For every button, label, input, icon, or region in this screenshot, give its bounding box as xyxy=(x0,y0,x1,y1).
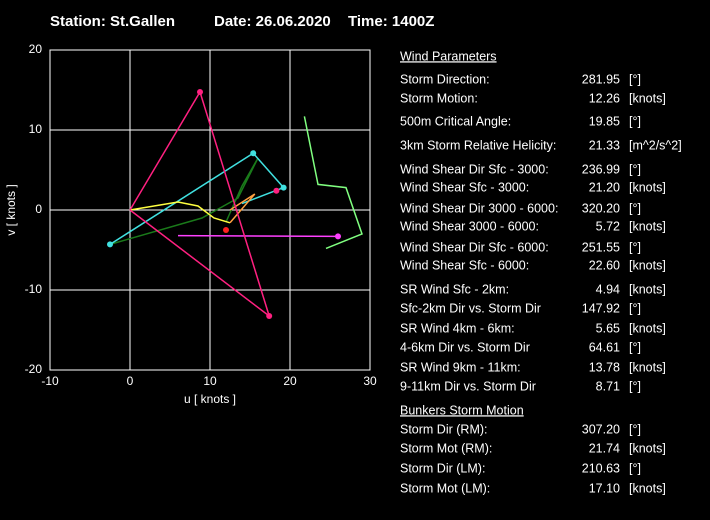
param-label: Wind Shear Sfc - 3000: xyxy=(400,180,529,194)
param-value: 4.94 xyxy=(596,282,620,296)
hodograph-line xyxy=(303,116,363,250)
param-label: Wind Shear Dir 3000 - 6000: xyxy=(400,201,558,215)
y-tick-label: 0 xyxy=(35,202,42,216)
section-header: Bunkers Storm Motion xyxy=(400,403,524,417)
hodograph-line xyxy=(129,201,231,224)
x-tick-label: 20 xyxy=(283,374,297,388)
param-value: 210.63 xyxy=(582,461,620,475)
param-value: 320.20 xyxy=(582,201,620,215)
param-value: 21.20 xyxy=(589,180,620,194)
x-tick-label: 30 xyxy=(363,374,377,388)
param-value: 21.74 xyxy=(589,441,620,455)
param-value: 22.60 xyxy=(589,258,620,272)
x-tick-label: 0 xyxy=(127,374,134,388)
param-value: 236.99 xyxy=(582,162,620,176)
point xyxy=(107,241,113,248)
time: Time: 1400Z xyxy=(348,13,434,30)
param-label: 3km Storm Relative Helicity: xyxy=(400,138,556,152)
point xyxy=(197,89,203,95)
param-unit: [knots] xyxy=(629,282,666,296)
param-value: 64.61 xyxy=(589,340,620,354)
param-unit: [knots] xyxy=(629,481,666,495)
param-label: Storm Mot (LM): xyxy=(400,481,490,495)
param-value: 13.78 xyxy=(589,360,620,374)
point xyxy=(223,227,229,233)
param-unit: [°] xyxy=(629,114,641,128)
param-value: 281.95 xyxy=(582,72,620,86)
param-unit: [°] xyxy=(629,340,641,354)
param-label: 500m Critical Angle: xyxy=(400,114,511,128)
param-value: 21.33 xyxy=(589,138,620,152)
param-label: Wind Shear 3000 - 6000: xyxy=(400,219,539,233)
param-value: 19.85 xyxy=(589,114,620,128)
param-value: 5.65 xyxy=(596,321,620,335)
param-value: 251.55 xyxy=(582,240,620,254)
x-tick-label: 10 xyxy=(203,374,217,388)
param-value: 307.20 xyxy=(582,422,620,436)
param-unit: [°] xyxy=(629,201,641,215)
param-label: SR Wind 4km - 6km: xyxy=(400,321,515,335)
param-label: SR Wind 9km - 11km: xyxy=(400,360,521,374)
param-unit: [knots] xyxy=(629,441,666,455)
x-axis-label: u [ knots ] xyxy=(184,392,236,406)
y-tick-label: 10 xyxy=(29,122,43,136)
param-unit: [°] xyxy=(629,461,641,475)
hodograph-line xyxy=(129,90,271,319)
param-unit: [°] xyxy=(629,379,641,393)
param-unit: [°] xyxy=(629,240,641,254)
y-axis-label: v [ knots ] xyxy=(4,184,18,235)
hodograph-line xyxy=(109,157,259,246)
param-label: 9-11km Dir vs. Storm Dir xyxy=(400,379,536,393)
plot-frame xyxy=(49,49,371,371)
param-unit: [°] xyxy=(629,162,641,176)
date: Date: 26.06.2020 xyxy=(214,13,331,30)
param-unit: [°] xyxy=(629,72,641,86)
param-label: Storm Direction: xyxy=(400,72,490,86)
param-label: Wind Shear Dir Sfc - 3000: xyxy=(400,162,549,176)
point xyxy=(250,150,257,157)
param-unit: [knots] xyxy=(629,321,666,335)
param-label: Storm Mot (RM): xyxy=(400,441,492,455)
y-tick-label: -10 xyxy=(25,282,43,296)
param-unit: [knots] xyxy=(629,91,666,105)
param-unit: [knots] xyxy=(629,180,666,194)
param-label: 4-6km Dir vs. Storm Dir xyxy=(400,340,530,354)
param-unit: [knots] xyxy=(629,360,666,374)
param-value: 17.10 xyxy=(589,481,620,495)
param-unit: [°] xyxy=(629,301,641,315)
param-label: Sfc-2km Dir vs. Storm Dir xyxy=(400,301,541,315)
param-value: 12.26 xyxy=(589,91,620,105)
param-unit: [°] xyxy=(629,422,641,436)
section-header: Wind Parameters xyxy=(400,49,497,63)
point xyxy=(266,313,273,319)
param-value: 5.72 xyxy=(596,219,620,233)
point xyxy=(273,187,280,194)
param-unit: [knots] xyxy=(629,258,666,272)
param-unit: [knots] xyxy=(629,219,666,233)
param-value: 8.71 xyxy=(596,379,620,393)
point xyxy=(280,184,287,191)
param-label: Wind Shear Sfc - 6000: xyxy=(400,258,529,272)
point xyxy=(335,233,341,240)
hodograph-line xyxy=(229,193,256,224)
param-label: SR Wind Sfc - 2km: xyxy=(400,282,509,296)
param-label: Storm Dir (RM): xyxy=(400,422,488,436)
y-tick-label: 20 xyxy=(29,42,43,56)
station: Station: St.Gallen xyxy=(50,13,175,30)
x-tick-label: -10 xyxy=(41,374,59,388)
param-label: Storm Motion: xyxy=(400,91,478,105)
param-label: Storm Dir (LM): xyxy=(400,461,485,475)
param-unit: [m^2/s^2] xyxy=(629,138,682,152)
hodograph-line xyxy=(109,152,285,246)
param-value: 147.92 xyxy=(582,301,620,315)
param-label: Wind Shear Dir Sfc - 6000: xyxy=(400,240,549,254)
hodograph-line xyxy=(177,234,339,238)
y-tick-label: -20 xyxy=(25,362,43,376)
